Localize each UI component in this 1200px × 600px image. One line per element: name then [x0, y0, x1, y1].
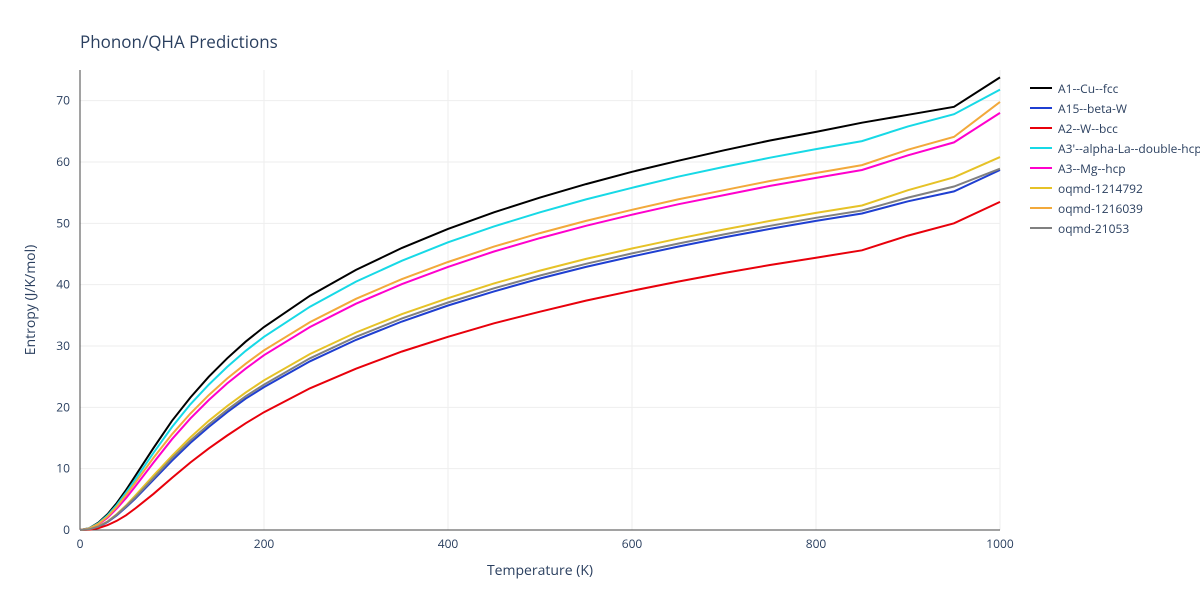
legend-item[interactable]: oqmd-21053 — [1030, 218, 1200, 238]
legend-item[interactable]: A2--W--bcc — [1030, 118, 1200, 138]
legend: A1--Cu--fcc A15--beta-W A2--W--bcc A3'--alp… — [1030, 78, 1200, 238]
series-line — [80, 77, 1000, 530]
legend-label: A2--W--bcc — [1058, 120, 1118, 137]
legend-swatch — [1030, 167, 1052, 169]
x-tick-label: 600 — [622, 535, 643, 552]
legend-swatch — [1030, 107, 1052, 109]
y-tick-label: 60 — [56, 153, 70, 170]
legend-label: A3'--alpha-La--double-hcp — [1058, 140, 1200, 157]
x-axis-label: Temperature (K) — [487, 561, 593, 580]
chart-title: Phonon/QHA Predictions — [80, 30, 278, 53]
series-line — [80, 102, 1000, 530]
x-tick-label: 0 — [77, 535, 84, 552]
y-axis-label: Entropy (J/K/mol) — [21, 245, 40, 356]
legend-label: oqmd-21053 — [1058, 220, 1129, 237]
legend-item[interactable]: A15--beta-W — [1030, 98, 1200, 118]
legend-label: A15--beta-W — [1058, 100, 1127, 117]
y-tick-label: 20 — [56, 398, 70, 415]
legend-swatch — [1030, 127, 1052, 129]
legend-item[interactable]: A1--Cu--fcc — [1030, 78, 1200, 98]
legend-swatch — [1030, 187, 1052, 189]
legend-item[interactable]: A3'--alpha-La--double-hcp — [1030, 138, 1200, 158]
legend-label: oqmd-1216039 — [1058, 200, 1143, 217]
x-tick-label: 800 — [806, 535, 827, 552]
series-line — [80, 90, 1000, 530]
x-tick-label: 400 — [438, 535, 459, 552]
y-tick-label: 40 — [56, 276, 70, 293]
legend-swatch — [1030, 207, 1052, 209]
y-tick-label: 30 — [56, 337, 70, 354]
line-chart: 0 200 400 600 800 1000 0 10 20 30 40 50 60 70 Temperat… — [20, 60, 1020, 590]
y-tick-label: 0 — [63, 521, 70, 538]
legend-item[interactable]: A3--Mg--hcp — [1030, 158, 1200, 178]
legend-item[interactable]: oqmd-1214792 — [1030, 178, 1200, 198]
x-tick-label: 1000 — [986, 535, 1014, 552]
legend-swatch — [1030, 147, 1052, 149]
legend-swatch — [1030, 87, 1052, 89]
legend-swatch — [1030, 227, 1052, 229]
legend-label: A1--Cu--fcc — [1058, 80, 1118, 97]
y-tick-label: 10 — [56, 460, 70, 477]
legend-label: A3--Mg--hcp — [1058, 160, 1126, 177]
y-tick-label: 50 — [56, 214, 70, 231]
series-line — [80, 113, 1000, 530]
series-line — [80, 170, 1000, 530]
series-line — [80, 202, 1000, 530]
legend-label: oqmd-1214792 — [1058, 180, 1143, 197]
y-tick-label: 70 — [56, 92, 70, 109]
x-tick-label: 200 — [254, 535, 275, 552]
legend-item[interactable]: oqmd-1216039 — [1030, 198, 1200, 218]
